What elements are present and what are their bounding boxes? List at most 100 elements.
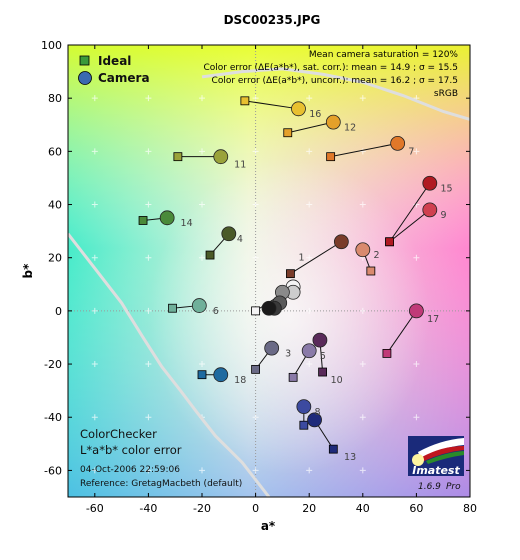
x-axis-ticks: -60 -40 -20 0 20 40 60 80 <box>86 45 477 515</box>
grid-cross <box>145 201 152 208</box>
grid-cross <box>252 254 259 261</box>
srgb-gamut-boundary <box>68 67 470 497</box>
patch-number-label: 1 <box>298 253 304 264</box>
error-line <box>287 121 334 134</box>
patch-number-label: 4 <box>237 234 243 245</box>
grid-cross <box>199 201 205 208</box>
logo-version: 1.6.9 <box>418 482 441 492</box>
error-line <box>389 209 431 243</box>
grid-cross <box>359 467 366 474</box>
ideal-point <box>366 266 376 276</box>
x-tick-label: 40 <box>356 502 370 515</box>
x-tick-label: 60 <box>409 502 423 515</box>
grid-cross <box>91 467 98 474</box>
ideal-point <box>251 364 261 374</box>
gamut-label: sRGB <box>434 89 458 99</box>
stats-box: Mean camera saturation = 120% Color erro… <box>203 50 458 99</box>
camera-point <box>355 242 371 258</box>
plot-frame <box>67 44 471 498</box>
grid-cross <box>306 361 313 368</box>
ideal-point <box>283 128 293 138</box>
camera-point <box>264 340 280 356</box>
grid-cross <box>359 95 366 102</box>
camera-point <box>213 149 229 165</box>
y-tick-label: 100 <box>41 39 62 52</box>
grid-cross <box>91 148 98 155</box>
grid-cross <box>91 414 98 421</box>
ideal-point <box>251 306 261 316</box>
ideal-point <box>385 237 395 247</box>
grid-cross <box>145 467 152 474</box>
camera-point <box>221 226 237 242</box>
ideal-point <box>240 96 250 106</box>
x-tick-label: 80 <box>463 502 477 515</box>
x-tick-label: -40 <box>139 502 157 515</box>
grid-cross <box>359 361 366 368</box>
ideal-points <box>138 96 395 454</box>
ideal-point <box>173 152 183 162</box>
ideal-point <box>286 269 295 279</box>
y-tick-label: -60 <box>44 464 62 477</box>
error-line <box>244 100 299 110</box>
imatest-logo: Imatest 1.6.9 Pro <box>408 436 464 492</box>
grid-cross <box>199 148 205 155</box>
grid-cross <box>252 95 259 102</box>
patch-number-label: 7 <box>408 146 414 157</box>
patch-number-label: 11 <box>234 160 246 171</box>
grid-cross <box>145 307 152 314</box>
camera-point <box>261 300 277 316</box>
patch-number-label: 9 <box>441 210 447 221</box>
grid-cross <box>306 467 313 474</box>
error-line <box>290 241 342 275</box>
grid-cross <box>199 95 205 102</box>
logo-stripe-white <box>418 438 464 458</box>
gamut-curve <box>201 67 470 121</box>
grid-cross <box>306 307 313 314</box>
y-tick-label: 20 <box>48 252 62 265</box>
camera-point <box>390 135 406 151</box>
grid-cross <box>145 148 152 155</box>
logo-sun-icon <box>412 454 424 466</box>
x-axis-label: a* <box>261 519 276 533</box>
error-line <box>386 310 417 354</box>
camera-point <box>422 175 438 191</box>
patch-number-label: 5 <box>320 351 326 362</box>
logo-stripe-red <box>422 446 464 461</box>
camera-points <box>159 101 438 428</box>
ideal-point <box>197 370 207 380</box>
grid-cross <box>359 201 366 208</box>
stat-error-corrected: Color error (ΔE(a*b*), sat. corr.): mean… <box>203 63 458 73</box>
grid-cross <box>413 254 420 261</box>
grid-cross <box>252 148 259 155</box>
camera-point <box>213 367 229 383</box>
grid-cross <box>359 414 366 421</box>
x-tick-label: 20 <box>302 502 316 515</box>
gamut-curve <box>68 232 271 497</box>
legend-ideal-marker <box>79 55 90 66</box>
grid-cross <box>359 307 366 314</box>
logo-text: Imatest <box>412 464 460 477</box>
grid-cross <box>252 201 259 208</box>
camera-point <box>296 399 312 415</box>
x-tick-label: 0 <box>252 502 259 515</box>
logo-stripe-green <box>426 451 464 464</box>
stat-saturation: Mean camera saturation = 120% <box>309 50 459 60</box>
grid-cross <box>359 148 366 155</box>
grid-cross <box>413 148 420 155</box>
camera-point <box>333 234 349 250</box>
x-tick-label: -60 <box>86 502 104 515</box>
grid-cross <box>413 361 420 368</box>
camera-point <box>307 412 322 428</box>
grid-cross <box>91 201 98 208</box>
grid-cross <box>145 414 152 421</box>
patch-number-label: 3 <box>285 348 291 359</box>
ideal-point <box>138 216 148 225</box>
grid-cross <box>252 467 259 474</box>
patch-number-label: 18 <box>234 375 246 386</box>
grid-cross <box>199 467 205 474</box>
camera-point <box>408 303 424 319</box>
plot-background-center <box>68 45 470 497</box>
ideal-point <box>205 250 215 260</box>
